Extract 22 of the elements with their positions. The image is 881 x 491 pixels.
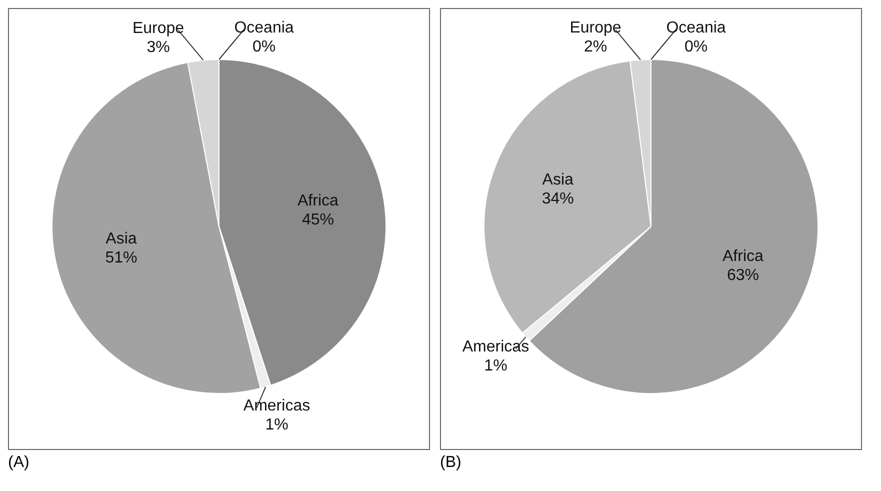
data-label: 45% (302, 212, 334, 229)
data-label: 51% (105, 249, 138, 266)
data-label: 1% (265, 416, 288, 434)
text: (B) (440, 454, 462, 472)
slice-label: Americas (243, 398, 310, 415)
slice-label: Americas (462, 338, 530, 356)
data-label: 34% (542, 190, 574, 208)
slice-label: Asia (542, 172, 574, 189)
text: 0% (252, 38, 276, 56)
text: 0% (684, 38, 708, 56)
data-label: 1% (484, 358, 508, 375)
category-label: Oceania (234, 19, 294, 36)
text: (A) (8, 454, 30, 472)
data-label: 2% (584, 38, 608, 56)
data-label: 3% (146, 39, 170, 56)
slice-label: Europe (570, 20, 622, 37)
slice-label: Africa (722, 248, 764, 266)
slice-label: Africa (298, 192, 339, 210)
slice-label: Europe (132, 20, 184, 38)
data-label: 63% (726, 267, 759, 284)
slice-label: Asia (106, 230, 137, 248)
category-label: Oceania (666, 19, 726, 36)
